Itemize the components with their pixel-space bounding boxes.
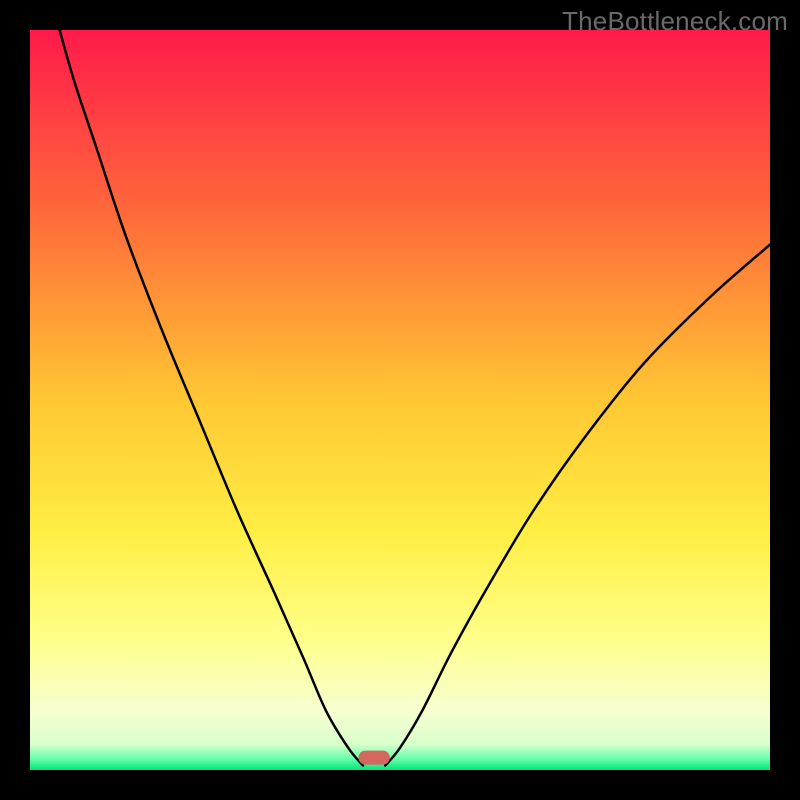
watermark-text: TheBottleneck.com bbox=[562, 6, 788, 37]
optimal-marker bbox=[359, 751, 389, 764]
bottleneck-chart bbox=[0, 0, 800, 800]
plot-background bbox=[30, 30, 770, 770]
chart-container: TheBottleneck.com bbox=[0, 0, 800, 800]
